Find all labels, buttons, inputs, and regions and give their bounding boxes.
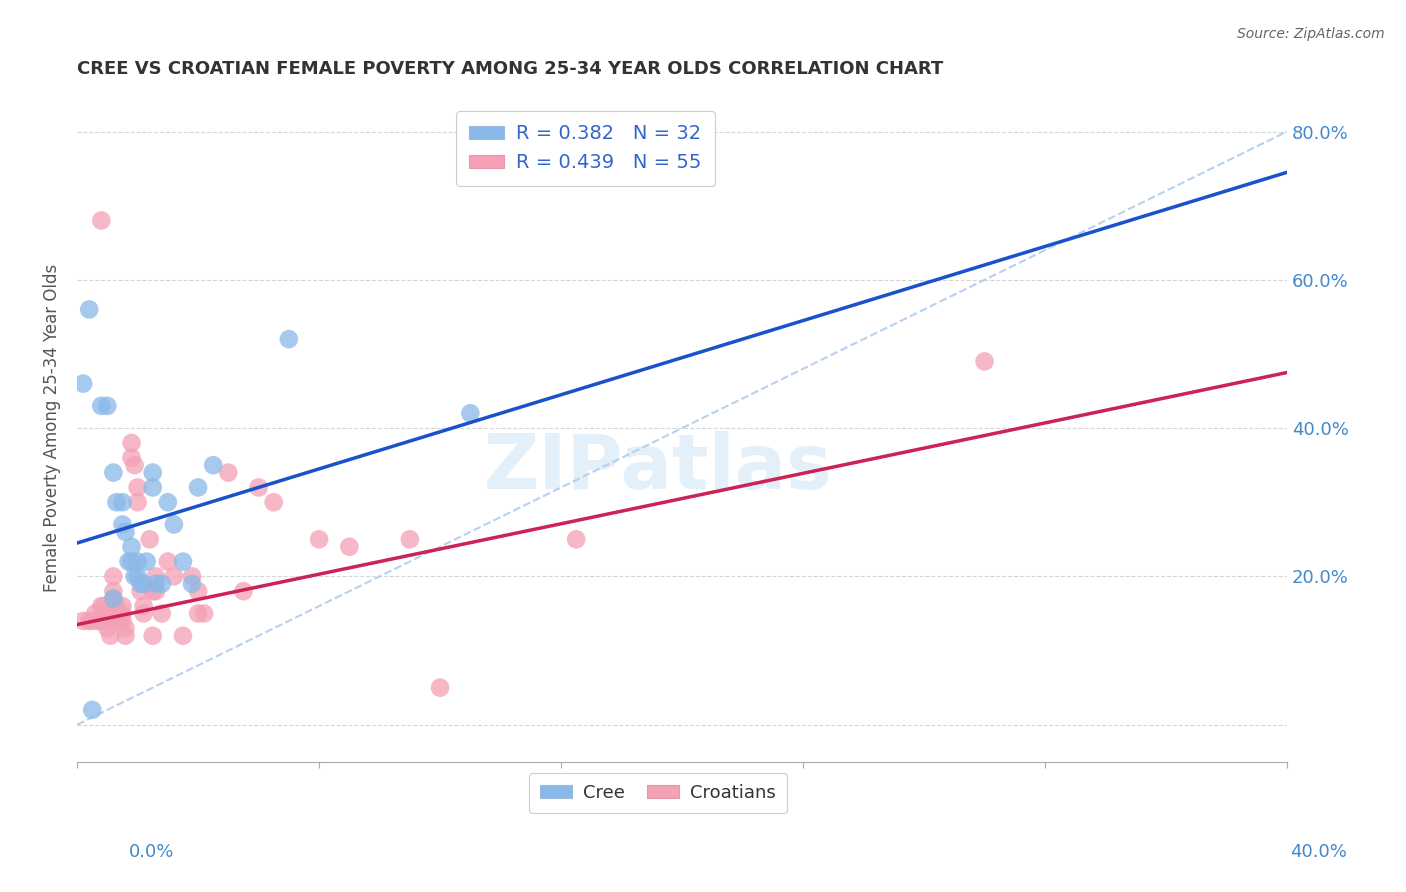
Point bbox=[187, 607, 209, 621]
Point bbox=[90, 213, 112, 227]
Point bbox=[111, 495, 134, 509]
Point bbox=[103, 591, 125, 606]
Point bbox=[142, 629, 165, 643]
Point bbox=[135, 555, 157, 569]
Point bbox=[145, 569, 167, 583]
Point bbox=[181, 569, 204, 583]
Point bbox=[127, 495, 149, 509]
Point bbox=[121, 450, 143, 465]
Point bbox=[82, 703, 104, 717]
Point bbox=[105, 599, 128, 613]
Point bbox=[77, 614, 100, 628]
Point bbox=[565, 533, 588, 547]
Point bbox=[111, 614, 134, 628]
Point bbox=[96, 399, 118, 413]
Point bbox=[181, 577, 204, 591]
Point bbox=[96, 621, 118, 635]
Point bbox=[105, 495, 128, 509]
Point bbox=[193, 607, 215, 621]
Point bbox=[308, 533, 330, 547]
Text: 40.0%: 40.0% bbox=[1291, 843, 1347, 861]
Point bbox=[132, 599, 155, 613]
Point bbox=[72, 614, 94, 628]
Point bbox=[187, 584, 209, 599]
Point bbox=[127, 480, 149, 494]
Point bbox=[132, 577, 155, 591]
Point bbox=[87, 614, 110, 628]
Text: Source: ZipAtlas.com: Source: ZipAtlas.com bbox=[1237, 27, 1385, 41]
Point bbox=[163, 517, 186, 532]
Point bbox=[142, 480, 165, 494]
Point bbox=[263, 495, 285, 509]
Point bbox=[72, 376, 94, 391]
Point bbox=[124, 569, 146, 583]
Point bbox=[124, 458, 146, 472]
Point bbox=[142, 584, 165, 599]
Point bbox=[150, 577, 173, 591]
Point bbox=[103, 584, 125, 599]
Point bbox=[96, 614, 118, 628]
Point bbox=[217, 466, 239, 480]
Point bbox=[90, 614, 112, 628]
Point bbox=[247, 480, 270, 494]
Point bbox=[103, 591, 125, 606]
Point bbox=[156, 555, 179, 569]
Point bbox=[121, 555, 143, 569]
Point bbox=[187, 480, 209, 494]
Point bbox=[172, 629, 194, 643]
Point bbox=[150, 607, 173, 621]
Point bbox=[111, 607, 134, 621]
Point bbox=[108, 614, 131, 628]
Point bbox=[103, 569, 125, 583]
Point bbox=[82, 614, 104, 628]
Point bbox=[90, 599, 112, 613]
Text: ZIPatlas: ZIPatlas bbox=[484, 431, 832, 505]
Point bbox=[460, 406, 482, 420]
Point bbox=[121, 436, 143, 450]
Point bbox=[202, 458, 225, 472]
Point bbox=[337, 540, 360, 554]
Point bbox=[114, 524, 136, 539]
Point bbox=[127, 569, 149, 583]
Point bbox=[398, 533, 420, 547]
Point bbox=[90, 399, 112, 413]
Point bbox=[145, 577, 167, 591]
Point bbox=[77, 302, 100, 317]
Point bbox=[129, 584, 152, 599]
Point bbox=[114, 621, 136, 635]
Point bbox=[138, 533, 160, 547]
Point bbox=[277, 332, 299, 346]
Point bbox=[142, 466, 165, 480]
Point bbox=[127, 555, 149, 569]
Point bbox=[232, 584, 254, 599]
Point bbox=[973, 354, 995, 368]
Point bbox=[163, 569, 186, 583]
Point bbox=[103, 466, 125, 480]
Point bbox=[156, 495, 179, 509]
Point bbox=[114, 629, 136, 643]
Text: CREE VS CROATIAN FEMALE POVERTY AMONG 25-34 YEAR OLDS CORRELATION CHART: CREE VS CROATIAN FEMALE POVERTY AMONG 25… bbox=[77, 60, 943, 78]
Y-axis label: Female Poverty Among 25-34 Year Olds: Female Poverty Among 25-34 Year Olds bbox=[44, 264, 60, 592]
Point bbox=[96, 607, 118, 621]
Point bbox=[132, 607, 155, 621]
Point bbox=[84, 607, 107, 621]
Point bbox=[93, 599, 115, 613]
Point bbox=[429, 681, 451, 695]
Point bbox=[105, 607, 128, 621]
Point bbox=[129, 577, 152, 591]
Point bbox=[145, 584, 167, 599]
Point bbox=[121, 540, 143, 554]
Legend: Cree, Croatians: Cree, Croatians bbox=[529, 773, 787, 813]
Point bbox=[111, 517, 134, 532]
Point bbox=[111, 599, 134, 613]
Text: 0.0%: 0.0% bbox=[129, 843, 174, 861]
Point bbox=[117, 555, 139, 569]
Point bbox=[98, 629, 121, 643]
Point bbox=[172, 555, 194, 569]
